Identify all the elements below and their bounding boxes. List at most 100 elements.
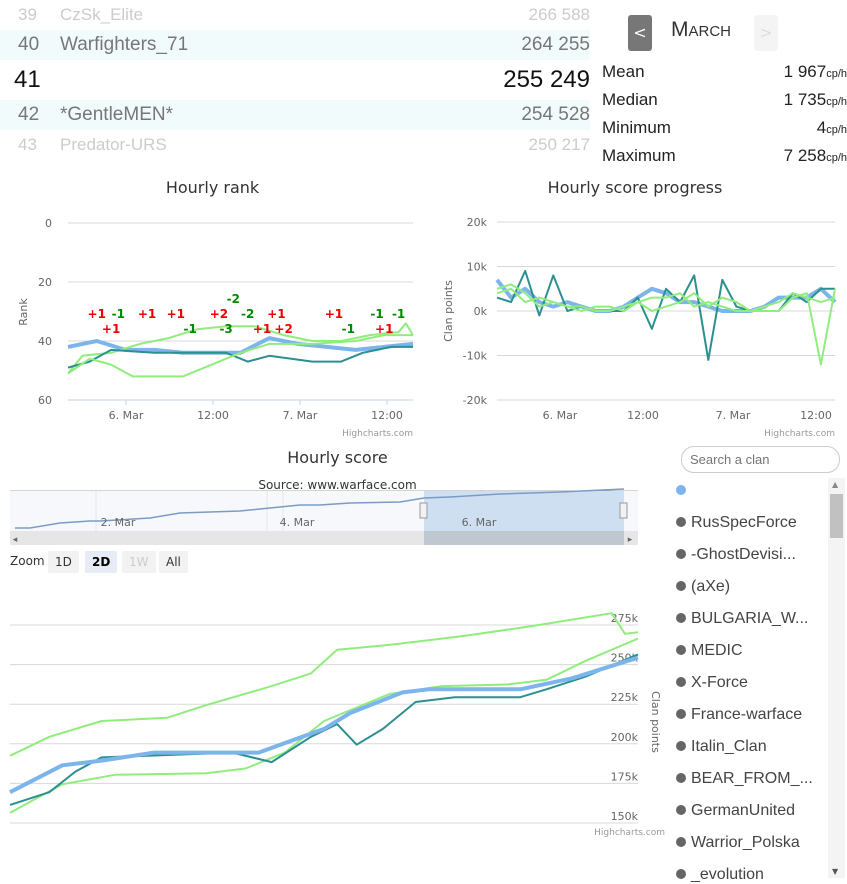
stat-unit: cp/h bbox=[826, 124, 847, 136]
legend-item[interactable]: -GhostDevisi... bbox=[676, 546, 796, 564]
score: 255 249 bbox=[503, 66, 590, 93]
ranking-row[interactable]: 39 CzSk_Elite 266 588 bbox=[0, 0, 590, 30]
x-tick-label: 6. Mar bbox=[109, 409, 144, 422]
legend-dot-icon bbox=[676, 773, 686, 783]
rank-change-label: -3 bbox=[219, 322, 232, 336]
series-line-green2 bbox=[496, 287, 836, 312]
y-axis-title: Rank bbox=[17, 298, 30, 326]
rank-change-label: -1 bbox=[184, 322, 197, 336]
y-tick-label: 40 bbox=[38, 335, 52, 348]
x-tick-label: 7. Mar bbox=[283, 409, 318, 422]
legend-item[interactable]: BULGARIA_W... bbox=[676, 610, 808, 628]
y-tick-label: 175k bbox=[611, 770, 639, 783]
navigator-x-label: 2. Mar bbox=[101, 516, 136, 529]
legend-label: BULGARIA_W... bbox=[691, 610, 809, 627]
stat-mean: Mean 1 967cp/h bbox=[602, 62, 847, 82]
legend-scrollbar[interactable]: ▲ ▼ bbox=[828, 478, 845, 878]
legend-item[interactable]: France-warface bbox=[676, 706, 802, 724]
legend-dot-icon bbox=[676, 741, 686, 751]
clan-name: CzSk_Elite bbox=[60, 5, 144, 24]
zoom-2d-button[interactable]: 2D bbox=[85, 551, 118, 573]
navigator-handle bbox=[419, 502, 428, 519]
legend-dot-icon bbox=[676, 677, 686, 687]
clan-name: Predator-URS bbox=[60, 135, 167, 154]
rank-change-label: -2 bbox=[227, 292, 240, 306]
rank-change-label: +1 bbox=[138, 307, 156, 321]
y-tick-label: 20 bbox=[38, 276, 52, 289]
legend-dot-icon bbox=[676, 485, 686, 495]
legend-item[interactable]: (aXe) bbox=[676, 578, 730, 596]
legend-item[interactable]: GermanUnited bbox=[676, 802, 795, 820]
series-line-dark bbox=[496, 269, 835, 361]
legend-dot-icon bbox=[676, 613, 686, 623]
rank-change-label: +1 bbox=[167, 307, 185, 321]
stat-value: 1 967 bbox=[783, 62, 827, 81]
zoom-1w-button[interactable]: 1W bbox=[122, 551, 156, 573]
ranking-row[interactable]: 42 *GentleMEN* 254 528 bbox=[0, 100, 590, 130]
legend-item[interactable]: RusSpecForce bbox=[676, 514, 797, 532]
scroll-down-icon[interactable]: ▼ bbox=[832, 867, 839, 876]
legend-label: Warrior_Polska bbox=[691, 834, 800, 851]
ranking-row-current: 41 255 249 bbox=[0, 60, 590, 100]
rank: 43 bbox=[18, 135, 37, 154]
score: 254 528 bbox=[521, 104, 590, 125]
stat-value: 7 258 bbox=[783, 146, 827, 165]
stat-label: Maximum bbox=[602, 146, 676, 165]
navigator-x-label: 6. Mar bbox=[462, 516, 497, 529]
x-tick-label: 12:00 bbox=[627, 409, 659, 422]
legend-item[interactable]: Italin_Clan bbox=[676, 738, 767, 756]
rank-change-label: -1 bbox=[342, 322, 355, 336]
next-month-button[interactable]: > bbox=[754, 15, 778, 51]
legend-item[interactable]: _evolution bbox=[676, 866, 764, 884]
legend-item[interactable]: BEAR_FROM_... bbox=[676, 770, 813, 788]
ranking-row[interactable]: 43 Predator-URS 250 217 bbox=[0, 130, 590, 160]
progress-chart-title: Hourly score progress bbox=[547, 178, 723, 197]
highcharts-credits: Highcharts.com bbox=[764, 429, 835, 439]
scroll-up-icon[interactable]: ▲ bbox=[832, 480, 839, 489]
zoom-1d-button[interactable]: 1D bbox=[48, 551, 79, 573]
highcharts-credits: Highcharts.com bbox=[594, 828, 665, 838]
rank-change-label: +1 bbox=[253, 322, 271, 336]
y-axis-title: Clan points bbox=[649, 691, 662, 753]
navigator-scrollbar-thumb bbox=[424, 531, 624, 545]
legend-item[interactable]: X-Force bbox=[676, 674, 748, 692]
score: 250 217 bbox=[528, 135, 590, 154]
x-tick-label: 7. Mar bbox=[716, 409, 751, 422]
legend-dot-icon bbox=[676, 837, 686, 847]
stat-label: Mean bbox=[602, 62, 645, 81]
navigator-selected-range bbox=[424, 491, 624, 531]
rank-change-label: -2 bbox=[241, 307, 254, 321]
rank-change-label: +2 bbox=[274, 322, 292, 336]
stat-maximum: Maximum 7 258cp/h bbox=[602, 146, 847, 166]
rank-change-label: -1 bbox=[370, 307, 383, 321]
y-tick-label: 200k bbox=[611, 731, 639, 744]
scroll-left-icon: ◂ bbox=[13, 535, 18, 545]
navigator-series bbox=[15, 488, 625, 529]
highcharts-credits: Highcharts.com bbox=[342, 429, 413, 439]
score: 266 588 bbox=[528, 5, 590, 24]
zoom-all-button[interactable]: All bbox=[159, 551, 188, 573]
prev-month-button[interactable]: < bbox=[628, 15, 652, 51]
series-line-upper bbox=[9, 612, 639, 757]
stat-label: Minimum bbox=[602, 118, 671, 137]
legend-item[interactable]: MEDIC bbox=[676, 642, 743, 660]
stat-label: Median bbox=[602, 90, 658, 109]
legend-label: BEAR_FROM_... bbox=[691, 770, 813, 787]
legend-label: _evolution bbox=[691, 866, 764, 883]
rank-change-label: +1 bbox=[325, 307, 343, 321]
zoom-label: Zoom bbox=[10, 554, 45, 568]
legend-label: (aXe) bbox=[691, 578, 731, 595]
legend-item[interactable] bbox=[676, 482, 691, 500]
x-tick-label: 12:00 bbox=[800, 409, 832, 422]
legend-item[interactable]: Warrior_Polska bbox=[676, 834, 800, 852]
scrollbar-thumb[interactable] bbox=[830, 494, 843, 538]
x-tick-label: 6. Mar bbox=[543, 409, 578, 422]
score-chart-subtitle: Source: www.warface.com bbox=[258, 478, 417, 492]
stat-value: 4 bbox=[816, 118, 827, 137]
stat-median: Median 1 735cp/h bbox=[602, 90, 847, 110]
legend-dot-icon bbox=[676, 581, 686, 591]
ranking-row[interactable]: 40 Warfighters_71 264 255 bbox=[0, 30, 590, 60]
clan-search-input[interactable] bbox=[681, 446, 840, 473]
legend-label: MEDIC bbox=[691, 642, 743, 659]
